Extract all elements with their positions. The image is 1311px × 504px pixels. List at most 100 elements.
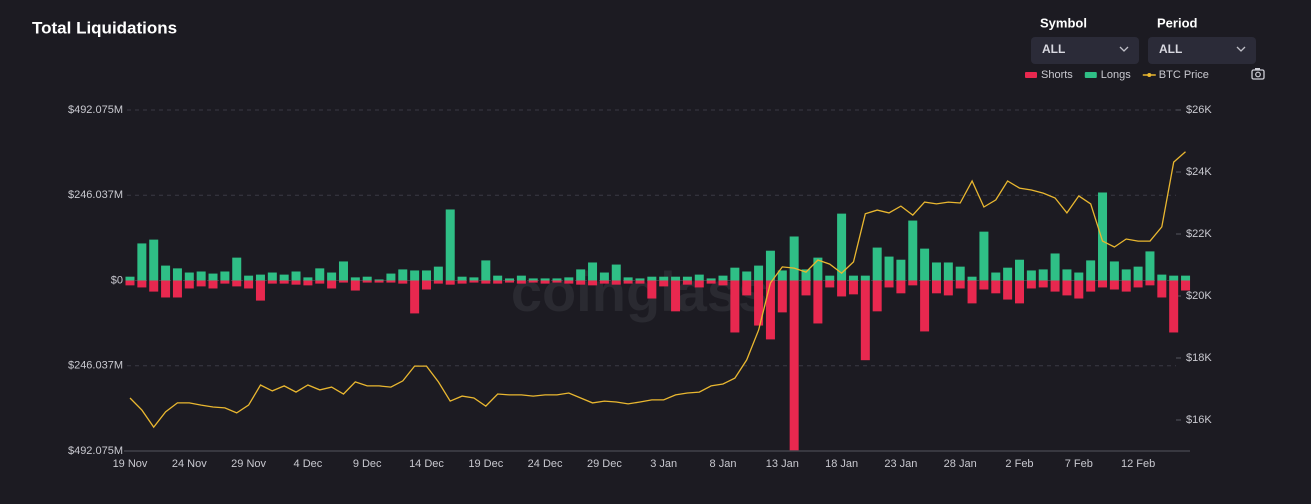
dropdown-value: ALL [1042,42,1065,56]
bar [338,261,348,281]
bar [765,250,775,281]
bar [1086,260,1096,281]
bar [931,280,941,294]
bar [991,272,1001,281]
bar [1145,280,1155,286]
bar [433,280,443,284]
bar [220,280,230,284]
legend-item[interactable]: BTC Price [1142,69,1209,81]
bar [599,280,609,284]
y-tick-label: $492.075M [68,445,123,457]
bar [730,267,740,281]
bar [232,280,242,287]
bar [979,231,989,281]
bar [172,268,182,281]
bar [860,275,870,281]
bar [386,273,396,281]
bar [433,266,443,281]
bar [445,209,455,281]
bar [647,276,657,281]
bar [1086,280,1096,292]
bar [718,275,728,281]
bar [481,280,491,284]
x-tick-label: 4 Dec [294,458,323,470]
dropdown[interactable]: ALL [1148,37,1256,64]
dropdown[interactable]: ALL [1031,37,1139,64]
bar [1181,275,1191,281]
camera-icon[interactable] [1251,68,1265,80]
bar [718,280,728,286]
bar [149,239,159,281]
watermark: coinglass [511,260,769,323]
bar [137,280,147,288]
bar [1003,280,1013,300]
bar [493,275,503,281]
bar [754,280,764,326]
bar [303,277,313,281]
bar [1026,270,1036,281]
bar [374,279,384,281]
bar [445,280,455,285]
bar [825,275,835,281]
bar [967,280,977,304]
bar [588,262,598,281]
bar [1015,259,1024,281]
dropdown-box [1148,37,1256,64]
dropdown-arrow [1236,46,1246,52]
bar [884,280,894,288]
bar [184,280,194,289]
bar [1109,280,1119,290]
bar [232,257,242,281]
bar [196,271,206,281]
bar [765,280,775,340]
bar [967,276,977,281]
x-tick-label: 23 Jan [884,458,917,470]
bar [279,274,289,281]
y-tick-label: $0 [111,274,123,286]
x-tick-label: 28 Jan [944,458,977,470]
legend-dot [1147,73,1152,77]
bar [315,268,325,281]
bar [338,280,348,283]
bar [279,280,289,284]
bar [327,272,337,281]
bar [694,274,704,281]
legend-item[interactable]: Shorts [1025,69,1073,81]
bar [742,271,752,281]
legend-item[interactable]: Longs [1084,69,1131,81]
bar [184,272,194,281]
bar [410,280,420,314]
bar [540,278,550,281]
bar [386,280,396,283]
bar [1133,280,1143,288]
x-tick-label: 13 Jan [766,458,799,470]
price-line [129,151,1186,429]
bar [172,280,182,298]
bar [1074,280,1084,299]
x-tick-label: 14 Dec [409,458,444,470]
bar [516,275,526,281]
bar [125,276,135,281]
bar [469,280,479,283]
bar [208,280,218,289]
bar [1181,280,1191,291]
bar [955,266,965,281]
bar [422,280,431,290]
bar [505,278,515,281]
y2-tick-label: $18K [1186,352,1212,364]
bar [149,280,159,292]
bar [991,280,1001,294]
bar [1038,269,1048,281]
bar [623,277,633,281]
bar [493,280,503,284]
bar [1074,272,1084,281]
bar [908,220,918,281]
bar [1015,280,1024,304]
bar [552,278,562,281]
bar [659,276,669,281]
bar [789,280,799,451]
bar [505,280,515,283]
bar [635,280,645,284]
y2-tick-label: $22K [1186,228,1212,240]
